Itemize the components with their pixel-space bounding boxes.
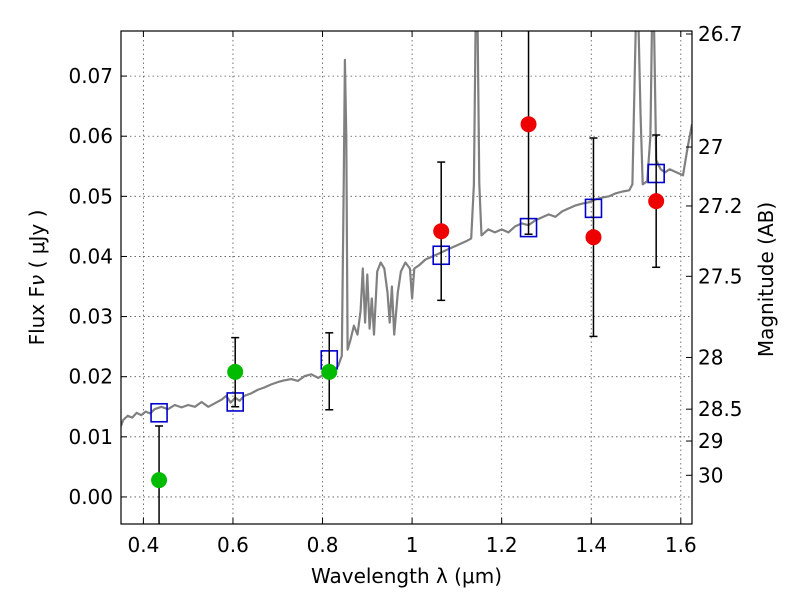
spectrum-line <box>121 31 692 427</box>
axis-ticks: 0.4 0.6 0.8 1 1.2 1.4 1.6 0.00 0.01 0.02 0.03 0.04 0… <box>68 22 742 557</box>
data-point <box>227 363 244 380</box>
data-point <box>151 472 168 489</box>
right-tick-label: 26.7 <box>698 22 743 46</box>
x-tick-label: 0.6 <box>217 533 249 557</box>
y-axis-title-unit: ( μJy ) <box>25 210 49 275</box>
grid <box>121 31 692 524</box>
plot-area <box>121 31 692 524</box>
right-tick-label: 29 <box>698 429 723 453</box>
right-tick-label: 27.5 <box>698 264 743 288</box>
x-tick-label: 0.4 <box>127 533 159 557</box>
x-tick-label: 0.8 <box>307 533 339 557</box>
y-tick-label: 0.01 <box>68 425 113 449</box>
data-point <box>321 363 338 380</box>
y-axis-title-main: Flux F <box>25 286 49 345</box>
y-tick-label: 0.07 <box>68 64 113 88</box>
x-tick-label: 1.6 <box>665 533 697 557</box>
right-tick-label: 27 <box>698 135 723 159</box>
x-tick-label: 1 <box>406 533 419 557</box>
data-point <box>433 223 450 240</box>
y-tick-label: 0.00 <box>68 485 113 509</box>
data-point <box>585 229 602 246</box>
data-point <box>648 193 665 210</box>
right-tick-label: 30 <box>698 463 723 487</box>
right-axis-title: Magnitude (AB) <box>754 202 778 357</box>
y-axis-title: Flux Fν ( μJy ) <box>25 210 49 346</box>
y-tick-label: 0.06 <box>68 124 113 148</box>
plot-frame <box>120 30 693 525</box>
right-tick-label: 27.2 <box>698 194 743 218</box>
y-tick-label: 0.05 <box>68 184 113 208</box>
right-tick-label: 28.5 <box>698 397 743 421</box>
x-axis-title: Wavelength λ (μm) <box>311 564 502 588</box>
y-tick-label: 0.03 <box>68 305 113 329</box>
x-tick-label: 1.2 <box>486 533 518 557</box>
data-point <box>520 116 537 133</box>
y-axis-title-subscript: ν <box>25 275 49 286</box>
model-photometry-square <box>150 402 168 423</box>
y-tick-label: 0.04 <box>68 244 113 268</box>
right-tick-label: 28 <box>698 345 723 369</box>
x-tick-label: 1.4 <box>575 533 607 557</box>
y-tick-label: 0.02 <box>68 365 113 389</box>
